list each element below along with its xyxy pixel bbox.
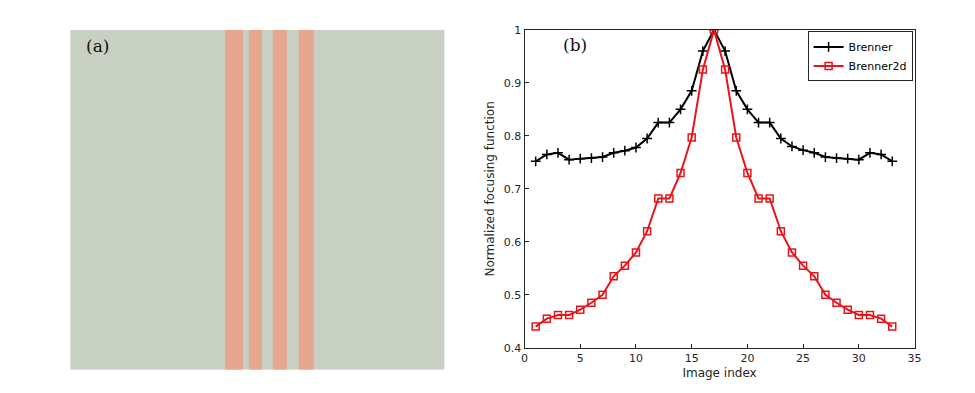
svg-text:0.5: 0.5: [504, 289, 522, 302]
svg-text:5: 5: [577, 352, 584, 365]
svg-text:0.7: 0.7: [504, 183, 522, 196]
svg-text:0.6: 0.6: [504, 236, 522, 249]
svg-text:1: 1: [514, 24, 521, 37]
svg-text:0.9: 0.9: [504, 77, 522, 90]
svg-text:0.8: 0.8: [504, 130, 522, 143]
svg-text:Normalized focusing function: Normalized focusing function: [483, 101, 497, 276]
svg-text:30: 30: [852, 352, 866, 365]
svg-text:(b): (b): [563, 35, 587, 55]
svg-text:0.4: 0.4: [504, 342, 522, 355]
svg-text:Brenner2d: Brenner2d: [849, 60, 907, 73]
svg-text:25: 25: [796, 352, 810, 365]
svg-text:0: 0: [521, 352, 528, 365]
svg-text:Image index: Image index: [682, 366, 756, 380]
svg-text:15: 15: [685, 352, 699, 365]
svg-text:10: 10: [629, 352, 643, 365]
svg-text:20: 20: [740, 352, 754, 365]
svg-text:35: 35: [908, 352, 922, 365]
svg-text:(a): (a): [86, 36, 109, 56]
svg-text:Brenner: Brenner: [849, 41, 893, 54]
